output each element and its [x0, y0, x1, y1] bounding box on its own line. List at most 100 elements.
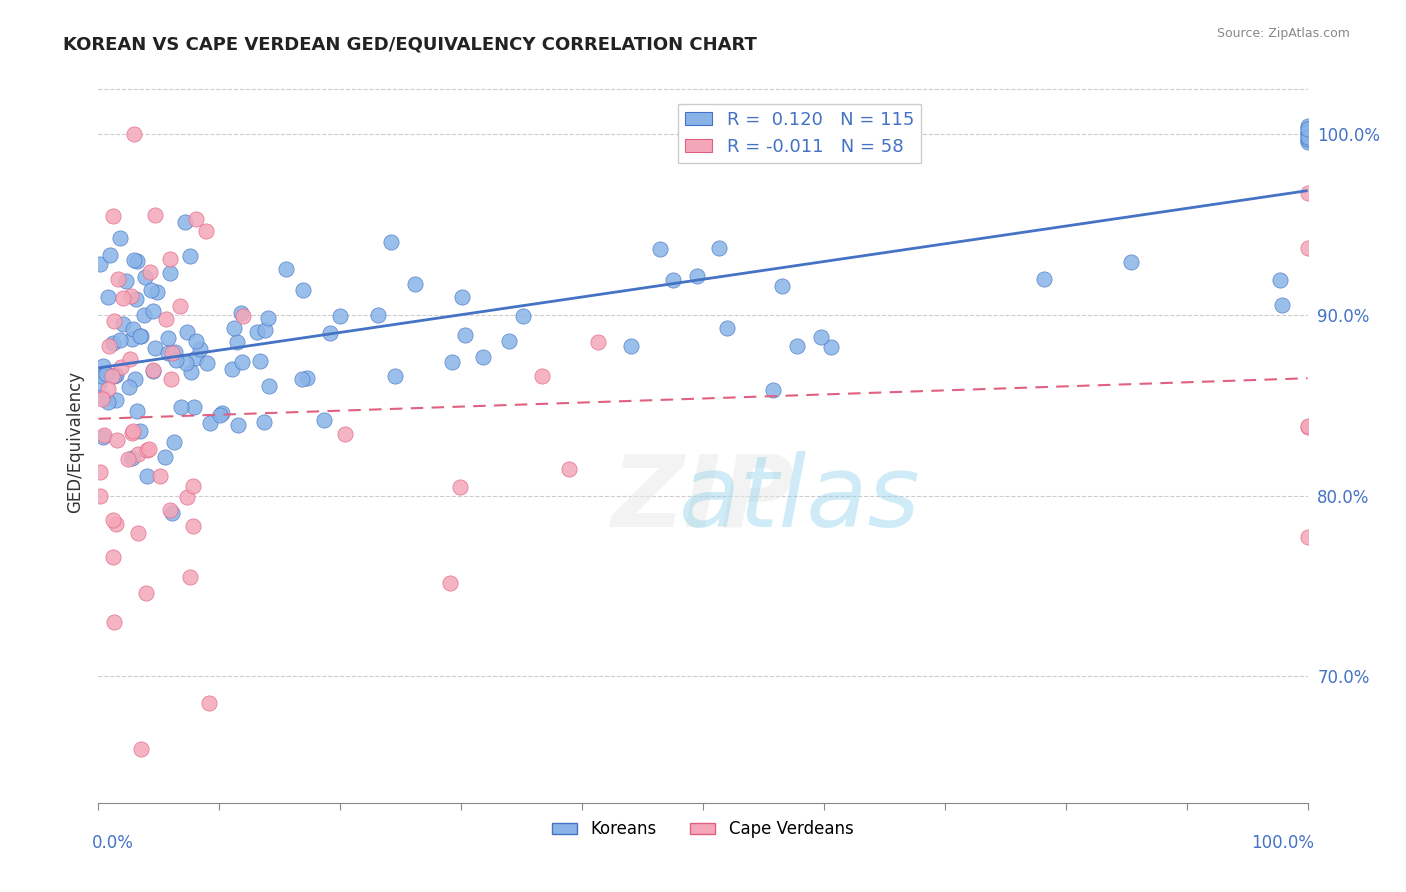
Point [142, 363, 165, 377]
Point [231, 306, 253, 320]
Point [246, 325, 269, 339]
Point [163, 434, 186, 449]
Point [295, 371, 318, 385]
Point [249, 354, 271, 368]
Point [159, 252, 181, 266]
Point [90, 392, 112, 406]
Point [211, 406, 233, 420]
Point [367, 309, 389, 323]
Point [121, 332, 143, 346]
Point [1119, 255, 1142, 269]
Point [107, 272, 129, 286]
Point [1296, 129, 1319, 144]
Point [225, 334, 247, 349]
Point [105, 433, 128, 447]
Point [1032, 272, 1054, 286]
Point [159, 503, 181, 517]
Point [1296, 418, 1319, 433]
Point [97, 382, 120, 396]
Point [139, 265, 162, 279]
Point [176, 356, 198, 370]
Point [312, 413, 335, 427]
Point [101, 513, 124, 527]
Point [384, 369, 406, 384]
Point [91, 390, 114, 404]
Point [89, 465, 111, 479]
Point [173, 215, 195, 229]
Point [224, 321, 246, 335]
Point [253, 415, 276, 429]
Point [135, 442, 157, 457]
Point [1296, 129, 1319, 144]
Legend: Koreans, Cape Verdeans: Koreans, Cape Verdeans [546, 814, 860, 845]
Point [103, 336, 125, 351]
Point [156, 331, 179, 345]
Point [103, 314, 125, 328]
Point [531, 368, 554, 383]
Point [118, 380, 141, 394]
Point [197, 697, 219, 711]
Point [132, 308, 155, 322]
Point [129, 424, 152, 438]
Point [122, 322, 145, 336]
Point [439, 575, 461, 590]
Point [170, 401, 193, 415]
Point [121, 426, 143, 441]
Point [276, 261, 298, 276]
Point [142, 303, 165, 318]
Point [97, 290, 120, 304]
Point [183, 400, 205, 414]
Point [128, 328, 150, 343]
Point [179, 570, 201, 584]
Point [165, 352, 187, 367]
Point [89, 489, 111, 503]
Point [208, 408, 231, 422]
Point [558, 462, 581, 476]
Point [124, 372, 146, 386]
Point [112, 317, 135, 331]
Point [200, 417, 222, 431]
Point [138, 442, 160, 456]
Point [87, 376, 110, 390]
Point [405, 277, 427, 291]
Point [122, 128, 145, 142]
Point [117, 452, 139, 467]
Point [153, 450, 176, 464]
Point [120, 352, 142, 367]
Point [256, 310, 278, 325]
Point [186, 212, 208, 227]
Point [441, 355, 464, 369]
Point [194, 223, 217, 237]
Point [716, 321, 738, 335]
Point [139, 283, 162, 297]
Point [108, 231, 131, 245]
Point [221, 362, 243, 376]
Point [181, 478, 204, 492]
Point [124, 292, 146, 306]
Point [1296, 530, 1319, 544]
Point [257, 379, 280, 393]
Point [98, 248, 121, 262]
Point [142, 364, 165, 378]
Point [1296, 119, 1319, 133]
Point [184, 351, 207, 366]
Point [319, 326, 342, 340]
Point [103, 615, 125, 629]
Point [169, 299, 191, 313]
Point [162, 506, 184, 520]
Point [186, 334, 208, 348]
Point [786, 338, 808, 352]
Point [292, 283, 315, 297]
Point [226, 418, 249, 433]
Point [176, 491, 198, 505]
Point [135, 468, 157, 483]
Point [1296, 186, 1319, 201]
Point [1296, 136, 1319, 150]
Point [103, 550, 125, 565]
Point [253, 323, 276, 337]
Point [1268, 273, 1291, 287]
Text: ZIP: ZIP [612, 450, 794, 548]
Point [105, 516, 128, 531]
Point [146, 285, 169, 299]
Point [129, 329, 152, 343]
